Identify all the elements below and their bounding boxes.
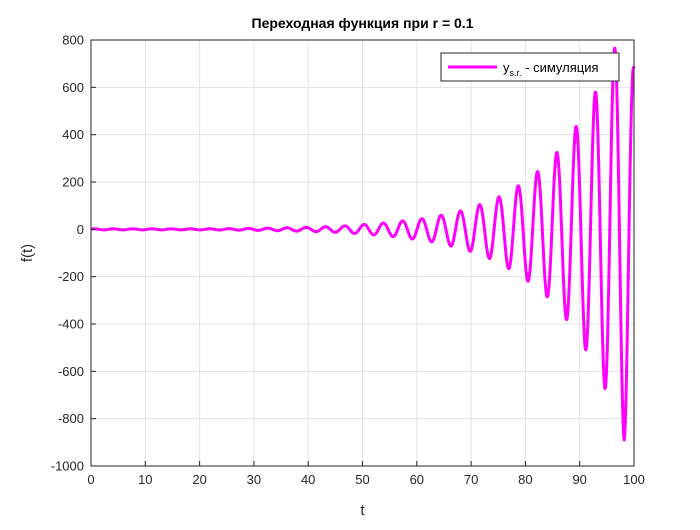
y-tick-label: -800	[58, 411, 84, 426]
x-tick-label: 0	[87, 472, 94, 487]
x-tick-label: 60	[410, 472, 424, 487]
y-tick-label: -1000	[51, 459, 84, 474]
y-axis-label: f(t)	[19, 244, 36, 262]
legend: ys.r. - симуляция	[440, 52, 620, 82]
y-tick-label: 400	[62, 127, 84, 142]
chart-title: Переходная функция при r = 0.1	[252, 15, 474, 31]
x-tick-label: 100	[623, 472, 645, 487]
y-tick-label: -600	[58, 364, 84, 379]
series-layer	[89, 46, 636, 442]
x-axis-label: t	[360, 502, 365, 519]
x-tick-label: 80	[518, 472, 532, 487]
y-tick-label: 0	[77, 222, 84, 237]
x-tick-label: 50	[355, 472, 369, 487]
series-line	[89, 46, 636, 442]
legend-label: ys.r. - симуляция	[503, 60, 599, 78]
ticks: 0 10 20 30 40 50 60 70 80 90 100 -1000 -800 -600 -400 -…	[51, 33, 645, 488]
y-tick-label: 600	[62, 80, 84, 95]
y-tick-label: -200	[58, 269, 84, 284]
y-tick-label: 800	[62, 33, 84, 48]
x-tick-label: 20	[192, 472, 206, 487]
legend-box	[440, 52, 620, 82]
x-tick-label: 90	[572, 472, 586, 487]
y-tick-label: 200	[62, 175, 84, 190]
x-tick-label: 70	[464, 472, 478, 487]
x-tick-label: 40	[301, 472, 315, 487]
x-tick-label: 10	[138, 472, 152, 487]
x-tick-label: 30	[247, 472, 261, 487]
y-tick-label: -400	[58, 317, 84, 332]
